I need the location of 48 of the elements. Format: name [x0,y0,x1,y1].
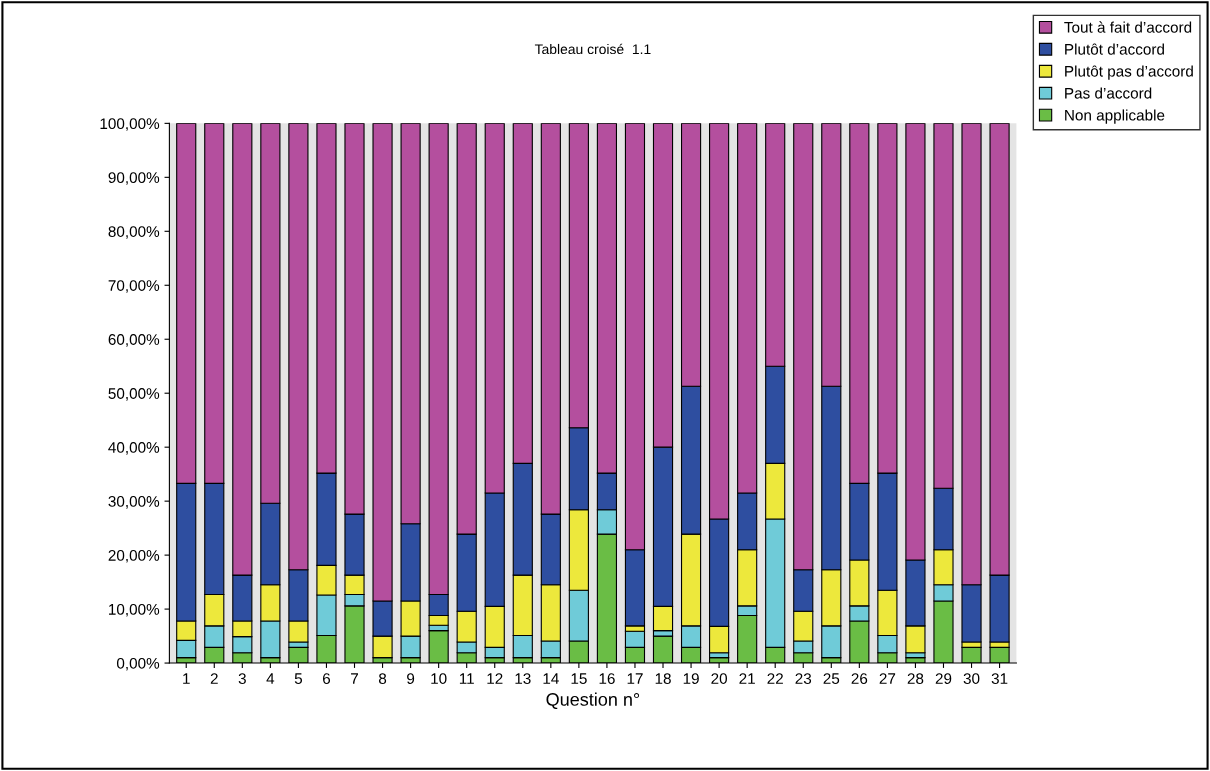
y-tick-label: 10,00% [109,603,160,617]
x-tick-label: 26 [851,673,868,684]
x-tick-label: 25 [823,673,840,684]
y-tick-label: 20,00% [108,549,160,563]
chart-title: Tableau croisé 1.1 [534,43,651,55]
x-tick-label: 3 [238,673,246,684]
x-tick-label: 23 [795,673,812,684]
x-tick-label: 14 [543,673,559,684]
y-tick-label: 0,00% [116,657,160,671]
x-tick-label: 4 [266,673,275,684]
x-tick-label: 11 [459,673,474,684]
x-tick-label: 28 [907,673,924,684]
x-tick-label: 21 [739,673,755,684]
x-tick-label: 22 [767,673,783,684]
y-tick-label: 30,00% [108,496,160,509]
y-tick-label: 60,00% [108,334,160,347]
legend-label: Plutôt pas d’accord [1065,65,1193,80]
y-tick-label: 40,00% [108,442,160,455]
x-tick-label: 8 [378,673,387,684]
x-tick-label: 27 [879,673,896,684]
y-tick-label: 90,00% [108,172,160,185]
x-tick-label: 10 [431,673,447,684]
x-tick-label: 15 [571,673,587,684]
x-tick-label: 20 [711,673,728,684]
x-tick-label: 2 [210,673,218,684]
x-tick-label: 6 [322,673,331,684]
legend-label: Pas d’accord [1065,87,1152,99]
y-tick-label: 80,00% [108,226,160,239]
x-tick-label: 17 [627,673,643,684]
y-tick-label: 100,00% [100,118,160,131]
legend-label: Tout à fait d’accord [1064,21,1192,33]
y-tick-label: 70,00% [108,280,160,293]
legend-label: Plutôt d’accord [1065,43,1164,55]
legend-label: Non applicable [1065,109,1165,124]
x-tick-label: 16 [599,673,615,684]
x-tick-label: 5 [294,673,303,684]
y-tick-label: 50,00% [108,388,160,401]
x-tick-label: 29 [935,673,952,684]
x-tick-label: 13 [515,673,531,684]
x-tick-label: 18 [655,673,671,684]
x-tick-label: 19 [683,673,699,684]
x-tick-label: 1 [183,673,190,684]
x-axis-title: Question n° [546,692,640,710]
x-tick-label: 30 [963,673,980,684]
x-tick-label: 12 [487,673,503,684]
x-tick-label: 9 [407,673,415,684]
x-tick-label: 31 [991,673,1008,684]
x-tick-label: 7 [351,673,358,684]
